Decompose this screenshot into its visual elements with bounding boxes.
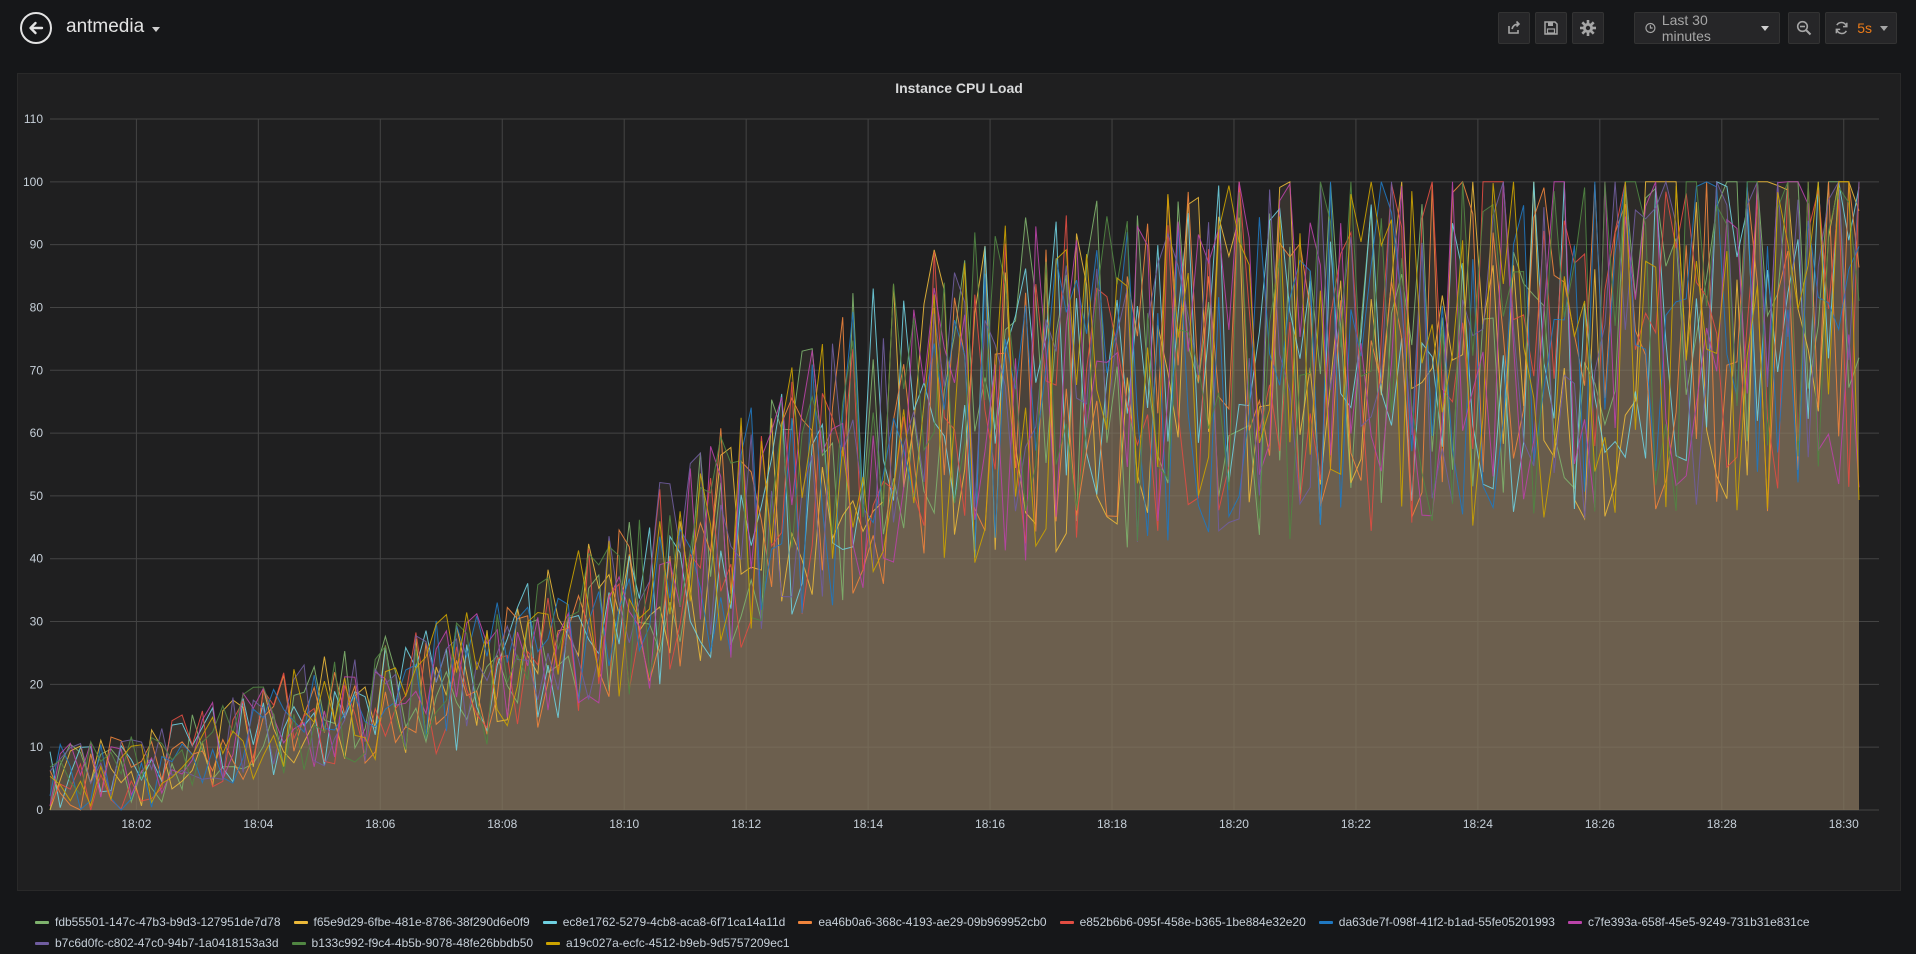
x-tick-label: 18:06 [365,817,395,831]
legend-row: b7c6d0fc-c802-47c0-94b7-1a0418153a3d b133… [35,933,1895,954]
legend-item[interactable]: a19c027a-ecfc-4512-b9eb-9d5757209ec1 [546,933,790,954]
legend-item[interactable]: ea46b0a6-368c-4193-ae29-09b969952cb0 [798,912,1047,933]
legend-label: a19c027a-ecfc-4512-b9eb-9d5757209ec1 [566,936,790,950]
legend-item[interactable]: ec8e1762-5279-4cb8-aca8-6f71ca14a11d [542,912,786,933]
arrow-left-icon [29,21,44,35]
y-tick-label: 100 [23,175,43,189]
series-line[interactable] [49,180,1860,811]
y-tick-label: 50 [30,489,44,503]
y-tick-label: 0 [36,803,43,817]
share-icon [1508,20,1521,34]
refresh-icon [1835,21,1848,35]
legend-label: fdb55501-147c-47b3-b9d3-127951de7d78 [55,915,281,929]
series-line[interactable] [49,181,1860,811]
y-tick-label: 40 [30,552,44,566]
save-button[interactable] [1535,12,1567,44]
legend-label: b133c992-f9c4-4b5b-9078-48fe26bbdb50 [311,936,534,950]
series-line[interactable] [49,180,1860,795]
y-tick-label: 30 [30,615,44,629]
y-tick-label: 80 [30,300,44,314]
x-tick-label: 18:04 [243,817,273,831]
back-button[interactable] [20,12,52,44]
x-tick-label: 18:14 [853,817,883,831]
gear-icon [1580,20,1596,36]
legend-label: f65e9d29-6fbe-481e-8786-38f290d6e0f9 [313,915,530,929]
x-tick-label: 18:02 [121,817,151,831]
x-tick-label: 18:10 [609,817,639,831]
legend-label: da63de7f-098f-41f2-b1ad-55fe05201993 [1338,915,1555,929]
legend-item[interactable]: e852b6b6-095f-458e-b365-1be884e32e20 [1059,912,1306,933]
x-tick-label: 18:24 [1463,817,1493,831]
legend-item[interactable]: fdb55501-147c-47b3-b9d3-127951de7d78 [35,912,281,933]
share-button[interactable] [1498,12,1530,44]
legend-label: ec8e1762-5279-4cb8-aca8-6f71ca14a11d [562,915,786,929]
x-tick-label: 18:26 [1585,817,1615,831]
legend-swatch [291,942,306,945]
graph-panel: Instance CPU Load 0 10 20 30 40 50 60 70 80 90 100… [17,73,1901,950]
series-line[interactable] [49,181,1860,808]
zoom-out-button[interactable] [1788,12,1820,44]
series-group [49,180,1860,811]
x-tick-label: 18:20 [1219,817,1249,831]
legend-swatch [542,921,557,924]
x-tick-label: 18:28 [1707,817,1737,831]
y-tick-label: 90 [30,238,44,252]
x-tick-label: 18:18 [1097,817,1127,831]
legend-label: c7fe393a-658f-45e5-9249-731b31e831ce [1587,915,1810,929]
panel-title[interactable]: Instance CPU Load [895,80,1023,96]
save-icon [1544,21,1558,35]
y-tick-label: 10 [30,740,44,754]
caret-down-icon [1880,25,1888,31]
series-line[interactable] [49,181,1860,796]
cpu-load-chart[interactable]: 0 10 20 30 40 50 60 70 80 90 100 110 18:02 18:04 18:06… [18,74,1900,839]
legend-swatch [1059,921,1074,924]
legend-swatch [546,942,561,945]
x-tick-label: 18:16 [975,817,1005,831]
series-line[interactable] [49,181,1860,811]
legend-label: b7c6d0fc-c802-47c0-94b7-1a0418153a3d [55,936,279,950]
time-range-label: Last 30 minutes [1661,12,1711,44]
caret-down-icon [152,26,161,32]
y-tick-label: 60 [30,426,44,440]
legend-item[interactable]: b133c992-f9c4-4b5b-9078-48fe26bbdb50 [291,933,534,954]
refresh-interval: 5s [1857,20,1872,36]
legend-swatch [35,921,49,924]
legend-swatch [293,921,308,924]
legend-swatch [1318,921,1333,924]
settings-button[interactable] [1572,12,1604,44]
refresh-picker[interactable]: 5s [1825,12,1897,44]
legend-item[interactable]: da63de7f-098f-41f2-b1ad-55fe05201993 [1318,912,1555,933]
time-range-picker[interactable]: Last 30 minutes [1634,12,1780,44]
y-tick-label: 20 [30,677,44,691]
top-navbar: antmedia Last 30 minutes [0,0,1916,58]
dashboard-title-picker[interactable]: antmedia [66,16,161,38]
x-tick-label: 18:22 [1341,817,1371,831]
legend-item[interactable]: c7fe393a-658f-45e5-9249-731b31e831ce [1567,912,1810,933]
clock-icon [1645,22,1656,34]
legend-label: ea46b0a6-368c-4193-ae29-09b969952cb0 [818,915,1047,929]
legend-label: e852b6b6-095f-458e-b365-1be884e32e20 [1079,915,1306,929]
legend-swatch [798,921,813,924]
legend-row: fdb55501-147c-47b3-b9d3-127951de7d78 f65e… [35,912,1895,933]
legend-swatch [35,942,49,945]
x-tick-label: 18:12 [731,817,761,831]
legend-item[interactable]: f65e9d29-6fbe-481e-8786-38f290d6e0f9 [293,912,530,933]
chart-legend: fdb55501-147c-47b3-b9d3-127951de7d78 f65e… [35,912,1895,954]
dashboard-title: antmedia [66,16,145,37]
y-tick-label: 110 [24,112,43,126]
y-tick-label: 70 [30,363,44,377]
legend-item[interactable]: b7c6d0fc-c802-47c0-94b7-1a0418153a3d [35,933,279,954]
x-tick-label: 18:08 [487,817,517,831]
zoom-out-icon [1796,20,1812,36]
legend-swatch [1567,921,1582,924]
x-tick-label: 18:30 [1829,817,1859,831]
caret-down-icon [1761,25,1769,31]
